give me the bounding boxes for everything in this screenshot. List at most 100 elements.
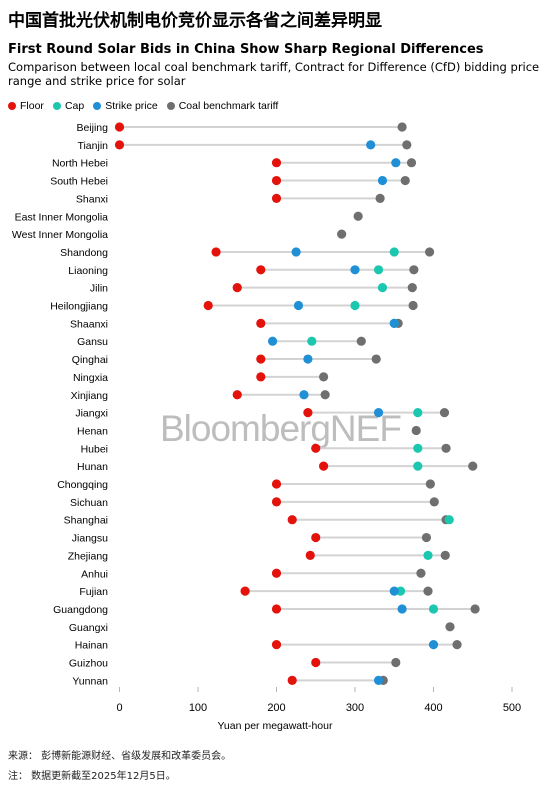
legend-item-coal: Coal benchmark tariff xyxy=(166,100,279,112)
legend: Floor Cap Strike price Coal benchmark ta… xyxy=(8,100,287,112)
province-label: Jiangsu xyxy=(72,533,108,545)
province-label: Fujian xyxy=(79,586,108,598)
province-label: Sichuan xyxy=(70,497,108,509)
cap-dot xyxy=(428,604,439,614)
coal-dot xyxy=(353,211,363,221)
coal-dot xyxy=(440,550,450,561)
coal-dot xyxy=(375,193,385,203)
cap-dot xyxy=(350,300,360,311)
province-label: Hainan xyxy=(75,640,108,652)
province-label: Guangxi xyxy=(69,622,108,634)
floor-dot xyxy=(305,550,315,561)
legend-swatch-coal xyxy=(166,102,175,110)
coal-dot xyxy=(452,640,462,650)
floor-dot xyxy=(287,675,297,685)
coal-dot xyxy=(391,657,401,668)
coal-dot xyxy=(409,265,419,275)
strike-dot xyxy=(397,604,407,614)
floor-dot xyxy=(271,604,282,614)
coal-dot xyxy=(408,300,418,311)
legend-item-floor: Floor xyxy=(8,100,44,112)
coal-dot xyxy=(468,461,478,471)
province-label: Henan xyxy=(77,425,108,437)
x-axis-label: Yuan per megawatt-hour xyxy=(218,720,333,732)
x-tick-label: 500 xyxy=(503,702,521,714)
legend-label-strike: Strike price xyxy=(105,100,158,112)
floor-dot xyxy=(271,568,282,578)
strike-dot xyxy=(291,247,301,257)
strike-dot xyxy=(373,408,384,418)
floor-dot xyxy=(287,515,297,525)
floor-dot xyxy=(271,158,282,168)
legend-label-coal: Coal benchmark tariff xyxy=(178,100,279,112)
floor-dot xyxy=(114,122,125,132)
floor-dot xyxy=(256,354,266,364)
x-tick-label: 200 xyxy=(267,702,285,714)
province-label: Yunnan xyxy=(72,675,108,687)
province-label: Hunan xyxy=(77,461,108,473)
cap-dot xyxy=(423,550,433,561)
province-label: Anhui xyxy=(81,568,108,580)
floor-dot xyxy=(271,193,282,203)
province-label: Tianjin xyxy=(77,140,108,152)
floor-dot xyxy=(203,300,213,311)
legend-swatch-strike xyxy=(93,102,102,110)
province-label: Ningxia xyxy=(73,372,108,384)
province-label: Shanxi xyxy=(76,193,108,205)
province-label: Shandong xyxy=(60,247,108,259)
coal-dot xyxy=(337,229,347,239)
coal-dot xyxy=(356,336,366,346)
strike-dot xyxy=(373,675,384,685)
cap-dot xyxy=(413,408,423,418)
province-label: East Inner Mongolia xyxy=(15,211,109,223)
province-label: South Hebei xyxy=(50,176,108,188)
chart-subtitle: Comparison between local coal benchmark … xyxy=(8,60,540,88)
legend-label-floor: Floor xyxy=(20,100,44,112)
province-label: North Hebei xyxy=(52,158,108,170)
coal-dot xyxy=(402,140,412,150)
floor-dot xyxy=(303,408,313,418)
x-tick-label: 100 xyxy=(189,702,207,714)
strike-dot xyxy=(428,640,439,650)
coal-dot xyxy=(320,390,330,400)
coal-dot xyxy=(439,408,450,418)
cap-dot xyxy=(444,515,454,525)
floor-dot xyxy=(240,586,250,596)
coal-dot xyxy=(429,497,439,507)
strike-dot xyxy=(293,300,304,311)
strike-dot xyxy=(267,336,278,346)
province-label: Shaanxi xyxy=(70,318,108,330)
strike-dot xyxy=(389,318,399,328)
floor-dot xyxy=(256,318,266,328)
province-label: Beijing xyxy=(76,122,108,134)
chart-title: First Round Solar Bids in China Show Sha… xyxy=(8,42,484,57)
coal-dot xyxy=(397,122,407,132)
floor-dot xyxy=(311,657,321,668)
x-tick-label: 0 xyxy=(116,702,122,714)
cap-dot xyxy=(413,443,423,453)
floor-dot xyxy=(256,265,266,275)
coal-dot xyxy=(441,443,451,453)
province-label: Zhejiang xyxy=(68,550,108,562)
strike-dot xyxy=(299,390,309,400)
floor-dot xyxy=(232,283,242,293)
chinese-title: 中国首批光伏机制电价竞价显示各省之间差异明显 xyxy=(8,11,382,31)
coal-dot xyxy=(406,158,417,168)
coal-dot xyxy=(425,479,435,489)
cap-dot xyxy=(373,265,384,275)
province-label: Qinghai xyxy=(72,354,108,366)
strike-dot xyxy=(389,586,399,596)
coal-dot xyxy=(371,354,381,364)
province-label: Liaoning xyxy=(68,265,108,277)
province-label: Shanghai xyxy=(64,515,108,527)
strike-dot xyxy=(303,354,313,364)
coal-dot xyxy=(470,604,480,614)
floor-dot xyxy=(256,372,266,382)
floor-dot xyxy=(114,140,125,150)
floor-dot xyxy=(271,175,282,186)
strike-dot xyxy=(377,175,388,186)
province-label: Heilongjiang xyxy=(50,301,108,313)
floor-dot xyxy=(311,443,321,453)
strike-dot xyxy=(366,140,376,150)
legend-label-cap: Cap xyxy=(64,100,85,112)
